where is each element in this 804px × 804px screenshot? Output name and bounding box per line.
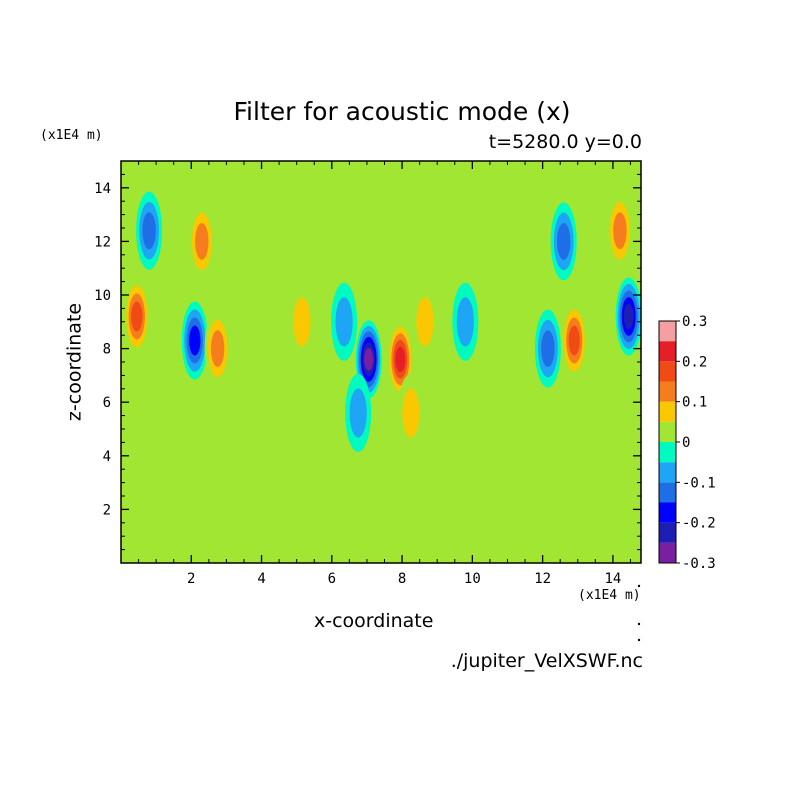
heatmap-feature <box>534 309 561 388</box>
heatmap-feature <box>188 202 215 281</box>
colorbar-tick-label: -0.1 <box>682 475 716 491</box>
colorbar-tick-label: 0.3 <box>682 314 707 330</box>
y-axis-label: z-coordinate <box>63 302 86 422</box>
x-tick-label: 6 <box>328 571 336 587</box>
x-tick-label: 14 <box>604 571 621 587</box>
heatmap-feature <box>288 282 315 361</box>
y-tick-label: 8 <box>103 342 111 358</box>
colorbar-segment <box>659 421 676 442</box>
colorbar-segment <box>659 321 676 342</box>
x-tick-label: 8 <box>398 571 406 587</box>
colorbar-segment <box>659 462 676 483</box>
heatmap-feature <box>606 191 633 270</box>
x-tick-label: 2 <box>187 571 195 587</box>
heatmap-feature <box>331 282 358 361</box>
heatmap-feature <box>615 277 641 356</box>
y-tick-label: 2 <box>103 502 111 518</box>
chart-title: Filter for acoustic mode (x) <box>233 97 571 126</box>
colorbar-segment <box>659 482 676 503</box>
x-axis-label: x-coordinate <box>314 610 434 632</box>
heatmap-feature <box>397 373 424 452</box>
x-tick-label: 10 <box>464 571 481 587</box>
colorbar-tick-label: -0.2 <box>682 516 716 532</box>
colorbar-segment <box>659 542 676 563</box>
colorbar-tick-label: 0.1 <box>682 395 707 411</box>
x-tick-label: 12 <box>534 571 551 587</box>
heatmap-feature <box>411 282 438 361</box>
y-tick-label: 14 <box>94 181 111 197</box>
y-axis-unit: (x1E4 m) <box>40 128 103 143</box>
chart-subtitle: t=5280.0 y=0.0 <box>488 131 642 153</box>
colorbar-tick-label: -0.3 <box>682 556 716 572</box>
y-tick-label: 12 <box>94 234 111 250</box>
colorbar-segment <box>659 341 676 362</box>
colorbar-segment <box>659 502 676 523</box>
y-tick-label: 6 <box>103 395 111 411</box>
heatmap-feature <box>345 373 372 452</box>
heatmap-feature <box>136 191 163 270</box>
colorbar-segment <box>659 381 676 402</box>
heatmap-field <box>121 161 641 563</box>
heatmap-feature <box>123 277 150 356</box>
x-axis-unit: (x1E4 m) <box>578 588 641 603</box>
heatmap-feature <box>181 301 208 380</box>
heatmap-feature <box>561 301 588 380</box>
y-tick-label: 10 <box>94 288 111 304</box>
colorbar: 0.3 0.2 0.1 0 -0.1 -0.2 -0.3 <box>658 314 716 572</box>
heatmap-feature <box>452 282 479 361</box>
colorbar-segment <box>659 401 676 422</box>
colorbar-segment <box>659 361 676 382</box>
colorbar-segment <box>659 522 676 543</box>
heatmap-feature <box>204 309 231 388</box>
file-name: ./jupiter_VelXSWF.nc <box>450 650 643 672</box>
y-tick-label: 4 <box>103 449 111 465</box>
colorbar-tick-label: 0 <box>682 435 690 451</box>
heatmap-feature <box>550 202 577 281</box>
colorbar-tick-label: 0.2 <box>682 354 707 370</box>
colorbar-segment <box>659 442 676 463</box>
axes: 2 4 6 8 10 12 14 2 4 6 8 10 12 14 <box>94 161 641 587</box>
x-tick-label: 4 <box>257 571 265 587</box>
fold-marks <box>637 584 641 642</box>
